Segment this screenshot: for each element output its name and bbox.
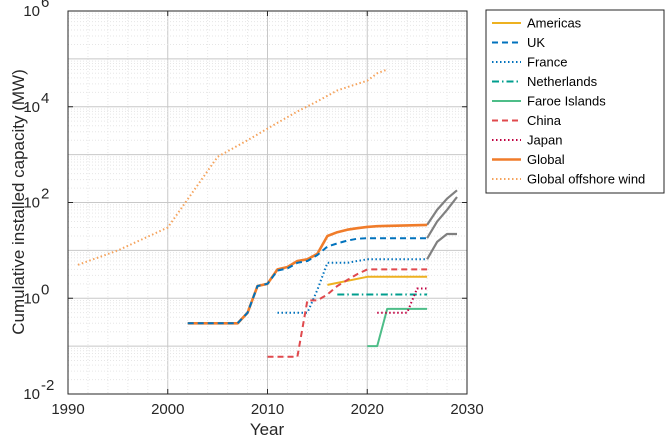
y-tick-exponent: 0: [41, 281, 49, 298]
x-tick-label: 2020: [351, 401, 384, 418]
legend-label-global-offshore-wind: Global offshore wind: [527, 172, 645, 187]
y-tick-exponent: 2: [41, 186, 49, 203]
series-line-faroe-islands: [367, 307, 428, 348]
y-tick-exponent: 4: [41, 90, 49, 107]
projection-line: [426, 196, 458, 239]
x-tick-label: 2030: [450, 401, 483, 418]
y-tick-label: 10: [23, 99, 40, 116]
x-axis-title: Year: [250, 420, 285, 439]
legend-label-france: France: [527, 55, 567, 70]
x-tick-label: 2010: [251, 401, 284, 418]
x-tick-label: 2000: [151, 401, 184, 418]
series-line-japan: [377, 287, 428, 314]
series-line-americas: [327, 275, 428, 286]
y-tick-exponent: -2: [41, 377, 54, 394]
legend-label-netherlands: Netherlands: [527, 74, 598, 89]
projection-line: [426, 189, 458, 226]
series-line-uk: [187, 237, 428, 325]
x-tick-label: 1990: [51, 401, 84, 418]
y-tick-label: 10: [23, 195, 40, 212]
series-line-global-offshore-wind: [77, 68, 388, 266]
grid: [68, 11, 467, 394]
legend: Americas UK France Netherlands Faroe Islands…: [485, 9, 665, 194]
legend-label-americas: Americas: [527, 16, 582, 31]
legend-label-china: China: [527, 113, 562, 128]
series-layer: [77, 68, 458, 358]
y-tick-label: 10: [23, 3, 40, 20]
legend-label-uk: UK: [527, 35, 545, 50]
y-tick-label: 10: [23, 290, 40, 307]
projection-line: [426, 232, 457, 260]
series-line-china: [267, 268, 428, 358]
y-tick-exponent: 6: [41, 0, 49, 11]
legend-label-global: Global: [527, 152, 565, 167]
legend-label-faroe-islands: Faroe Islands: [527, 94, 606, 109]
y-axis-title: Cumulative installed capacity (MW): [9, 69, 28, 334]
y-tick-label: 10: [23, 386, 40, 403]
legend-label-japan: Japan: [527, 133, 562, 148]
